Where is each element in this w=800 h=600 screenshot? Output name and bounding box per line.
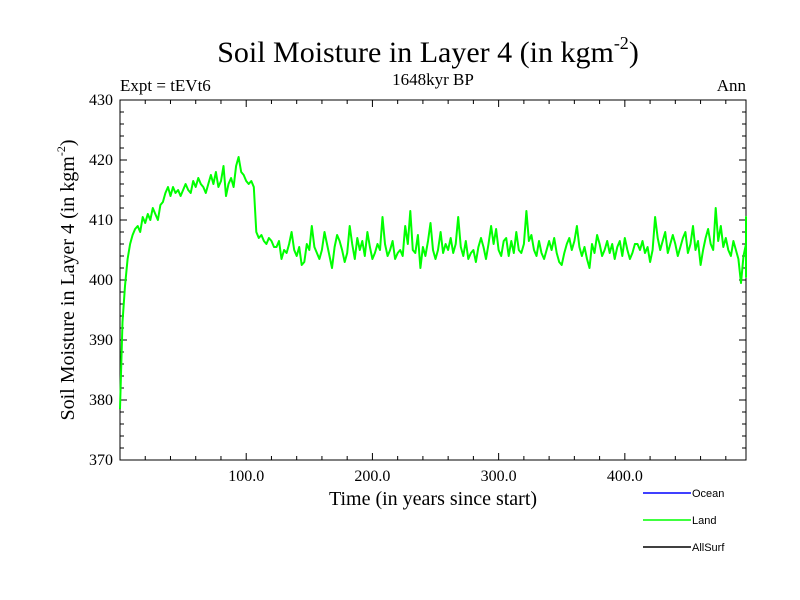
legend-label-ocean: Ocean bbox=[692, 488, 724, 500]
chart-title-close: ) bbox=[629, 36, 639, 69]
series-layer bbox=[119, 156, 747, 410]
period-label: 1648kyr BP bbox=[392, 70, 474, 89]
y-tick-label: 420 bbox=[89, 152, 113, 169]
y-axis-label-close: ) bbox=[57, 139, 79, 146]
legend: Ocean Land AllSurf bbox=[643, 488, 725, 554]
y-tick-label: 400 bbox=[89, 272, 113, 289]
chart-title: Soil Moisture in Layer 4 (in kgm-2) bbox=[217, 33, 639, 69]
x-tick-label: 100.0 bbox=[228, 468, 264, 485]
y-tick-label: 390 bbox=[89, 332, 113, 349]
y-tick-label: 430 bbox=[89, 92, 113, 109]
y-tick-label: 410 bbox=[89, 212, 113, 229]
x-tick-label: 200.0 bbox=[354, 468, 390, 485]
x-axis: 100.0 200.0 300.0 400.0 bbox=[144, 100, 727, 485]
legend-label-allsurf: AllSurf bbox=[692, 542, 725, 554]
y-axis-label-superscript: -2 bbox=[54, 146, 68, 156]
chart-title-superscript: -2 bbox=[614, 33, 629, 53]
season-label: Ann bbox=[717, 76, 747, 95]
y-tick-label: 380 bbox=[89, 392, 113, 409]
y-axis: 370 380 390 400 410 420 430 bbox=[89, 92, 746, 469]
x-tick-label: 400.0 bbox=[607, 468, 643, 485]
legend-label-land: Land bbox=[692, 515, 716, 527]
experiment-label: Expt = tEVt6 bbox=[120, 76, 211, 95]
y-axis-label: Soil Moisture in Layer 4 (in kgm-2) bbox=[54, 139, 79, 420]
plot-frame bbox=[119, 99, 747, 461]
x-tick-label: 300.0 bbox=[481, 468, 517, 485]
series-line-land bbox=[119, 156, 747, 410]
x-axis-label: Time (in years since start) bbox=[329, 488, 537, 510]
y-tick-label: 370 bbox=[89, 452, 113, 469]
